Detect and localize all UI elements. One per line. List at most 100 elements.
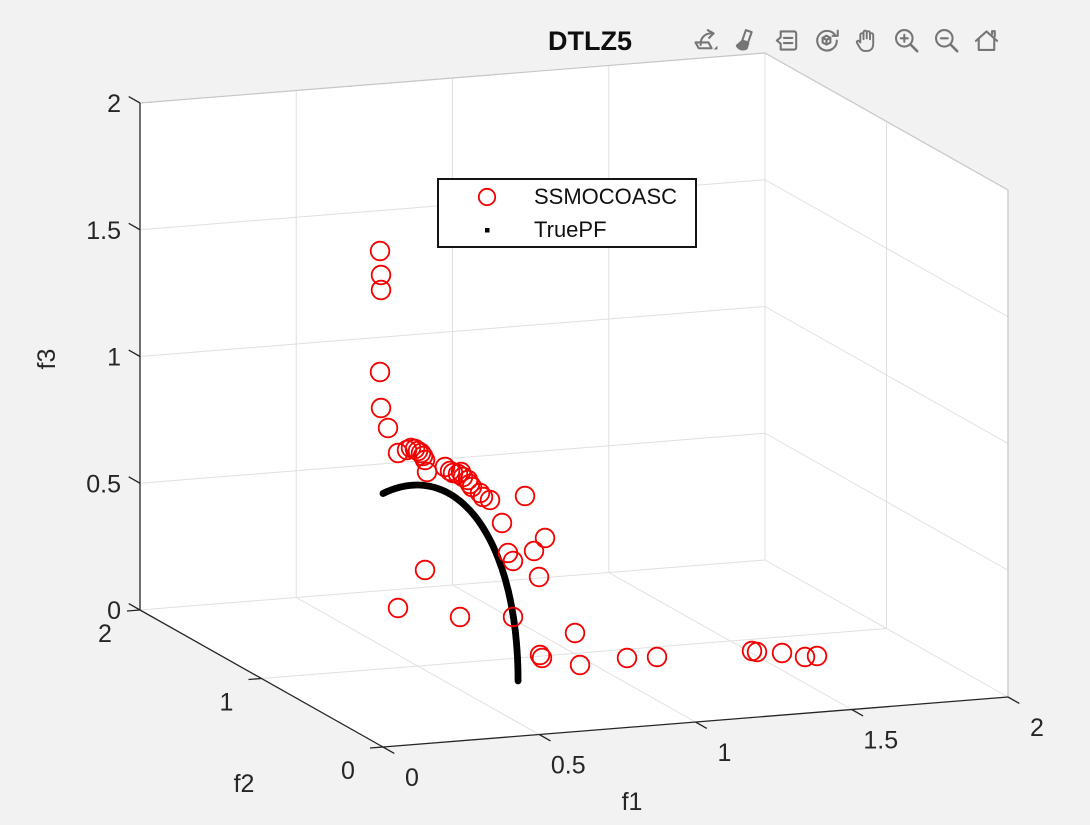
z-axis-label: f3 <box>33 349 61 370</box>
tick-mark <box>382 746 395 754</box>
datatips-button[interactable] <box>771 25 802 56</box>
data-point[interactable] <box>412 445 434 467</box>
data-point[interactable] <box>502 606 524 628</box>
data-point[interactable] <box>534 527 556 549</box>
x-tick-label: 1 <box>718 739 732 767</box>
datatips-icon <box>771 25 802 56</box>
data-point[interactable] <box>502 550 524 572</box>
wall-junction <box>764 559 1009 698</box>
rotate-3d-icon <box>811 25 842 56</box>
data-point[interactable] <box>414 449 436 471</box>
zoom-out-icon <box>931 25 962 56</box>
y-axis-label: f2 <box>234 770 255 798</box>
grid-line <box>764 432 1009 571</box>
export-icon <box>691 25 722 56</box>
data-point[interactable] <box>646 646 668 668</box>
tick-mark <box>695 721 708 729</box>
data-point[interactable] <box>529 644 551 666</box>
z-tick-label: 0.5 <box>86 470 121 498</box>
tick-mark <box>128 222 141 231</box>
data-point[interactable] <box>447 463 469 485</box>
data-point[interactable] <box>370 264 392 286</box>
y-tick-label: 1 <box>220 689 234 717</box>
z-tick-label: 1.5 <box>86 217 121 245</box>
tick-mark <box>128 476 141 484</box>
data-point[interactable] <box>514 485 536 507</box>
z-tick-label: 2 <box>107 90 121 118</box>
grid-line <box>139 306 766 357</box>
grid-line <box>261 628 887 679</box>
ticks <box>126 96 1020 754</box>
zoom-in-button[interactable] <box>891 25 922 56</box>
legend-label: TruePF <box>534 216 607 242</box>
x-tick-label: 2 <box>1030 714 1044 742</box>
tick-mark <box>126 609 141 612</box>
tick-mark <box>538 733 551 742</box>
home-button[interactable] <box>971 25 1002 56</box>
data-point[interactable] <box>491 512 513 534</box>
data-point[interactable] <box>377 417 399 439</box>
y-tick-label: 2 <box>98 620 112 648</box>
tick-mark <box>128 349 141 358</box>
pan-hand-icon <box>851 25 882 56</box>
box-edge <box>139 52 766 104</box>
z-tick-label: 1 <box>107 344 121 372</box>
tick-mark <box>128 96 141 104</box>
tick-mark <box>128 603 141 611</box>
zoom-out-button[interactable] <box>931 25 962 56</box>
tick-mark <box>851 708 864 717</box>
data-point[interactable] <box>531 647 553 669</box>
data-point[interactable] <box>569 654 591 676</box>
open-circle-marker-icon <box>439 186 534 208</box>
dot-marker-icon <box>439 219 534 241</box>
chart-title: DTLZ5 <box>548 26 632 56</box>
data-point[interactable] <box>523 540 545 562</box>
data-point[interactable] <box>370 397 392 419</box>
legend-label: SSMOCOASC <box>534 183 678 209</box>
grid-line <box>139 432 766 484</box>
y-tick-label: 0 <box>341 757 355 785</box>
brush-icon <box>731 25 762 56</box>
pan-button[interactable] <box>851 25 882 56</box>
data-point[interactable] <box>449 606 471 628</box>
brush-button[interactable] <box>731 25 762 56</box>
x-tick-label: 1.5 <box>863 727 898 755</box>
truepf-curve[interactable] <box>379 481 522 685</box>
box-edge <box>764 52 1009 191</box>
scatter-series <box>369 240 828 676</box>
data-point[interactable] <box>528 566 550 588</box>
z-tick-label: 0 <box>107 597 121 625</box>
data-point[interactable] <box>771 642 793 664</box>
legend-entry-truepf: TruePF <box>439 213 695 246</box>
legend[interactable]: SSMOCOASC TruePF <box>437 178 697 248</box>
box-edges <box>139 52 1009 697</box>
data-point[interactable] <box>746 641 768 663</box>
data-point[interactable] <box>564 622 586 644</box>
tick-mark <box>248 677 262 681</box>
data-point[interactable] <box>616 647 638 669</box>
data-point[interactable] <box>369 240 391 262</box>
grid-line <box>764 179 1009 318</box>
data-point[interactable] <box>806 645 828 667</box>
data-point[interactable] <box>414 559 436 581</box>
data-point[interactable] <box>479 489 501 511</box>
wall-junction <box>139 559 766 611</box>
x-axis-label: f1 <box>622 788 643 816</box>
legend-entry-ssmocoasc: SSMOCOASC <box>439 180 695 213</box>
rotate-button[interactable] <box>811 25 842 56</box>
tick-mark <box>1007 696 1020 704</box>
data-point[interactable] <box>369 361 391 383</box>
data-point[interactable] <box>469 482 491 504</box>
export-button[interactable] <box>691 25 722 56</box>
home-icon <box>971 25 1002 56</box>
data-point[interactable] <box>370 279 392 301</box>
zoom-in-icon <box>891 25 922 56</box>
data-point[interactable] <box>387 597 409 619</box>
grid-line <box>764 306 1009 444</box>
x-tick-label: 0.5 <box>551 752 586 780</box>
axes-toolbar <box>691 24 1002 57</box>
data-point[interactable] <box>794 646 816 668</box>
